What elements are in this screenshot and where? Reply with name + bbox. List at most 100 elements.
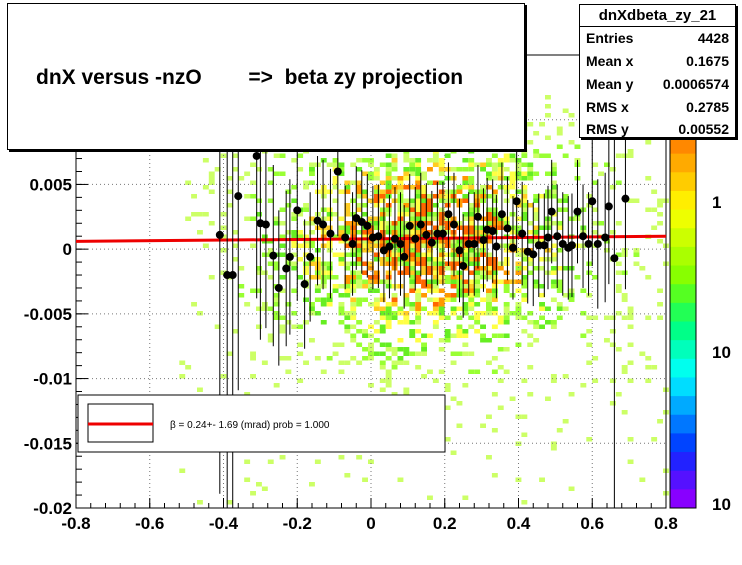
axes: -0.8 -0.6 -0.4 -0.2 0 0.2 0.4 0.6 0.8 -0.02 -0.015… <box>24 54 678 533</box>
heatmap-cell <box>279 329 286 334</box>
colorbar-swatch <box>670 358 696 378</box>
colorbar-swatch <box>670 135 696 155</box>
heatmap-cell <box>279 234 286 239</box>
heatmap-cell <box>403 392 410 397</box>
heatmap-cell <box>432 149 439 154</box>
heatmap-cell <box>474 270 481 275</box>
heatmap-cell <box>491 207 498 212</box>
heatmap-cell <box>427 252 433 257</box>
heatmap-cell <box>356 252 363 257</box>
heatmap-cell <box>621 297 628 302</box>
profile-point <box>341 233 350 242</box>
heatmap-cell <box>415 257 422 262</box>
heatmap-cell <box>527 257 534 262</box>
heatmap-cell <box>627 198 634 203</box>
colorbar-swatch <box>670 265 696 285</box>
heatmap-cell <box>657 198 663 203</box>
heatmap-cell <box>309 243 315 248</box>
heatmap-cell <box>657 221 663 226</box>
heatmap-cell <box>427 234 433 239</box>
heatmap-cell <box>444 189 451 194</box>
heatmap-cell <box>427 257 433 262</box>
heatmap-cell <box>368 275 374 280</box>
heatmap-cell <box>415 176 422 181</box>
heatmap-cell <box>444 293 451 298</box>
heatmap-cell <box>309 338 315 343</box>
heatmap-cell <box>462 194 469 199</box>
heatmap-cell <box>556 288 563 293</box>
colorbar-label: 1 <box>712 193 721 212</box>
heatmap-cell <box>438 221 445 226</box>
heatmap-cell <box>256 324 262 329</box>
heatmap-cell <box>586 261 593 266</box>
heatmap-cell <box>474 311 481 316</box>
heatmap-cell <box>432 284 439 289</box>
heatmap-cell <box>191 212 197 217</box>
heatmap-cell <box>197 230 203 235</box>
heatmap-cell <box>403 315 410 320</box>
heatmap-cell <box>515 167 522 172</box>
heatmap-cell <box>474 288 481 293</box>
heatmap-cell <box>480 338 486 343</box>
heatmap-cell <box>444 239 451 244</box>
heatmap-cell <box>297 257 304 262</box>
heatmap-cell <box>462 167 469 172</box>
heatmap-cell <box>468 351 475 356</box>
colorbar-swatch <box>670 228 696 248</box>
heatmap-cell <box>503 320 510 325</box>
heatmap-cell <box>261 270 268 275</box>
heatmap-cell <box>521 297 528 302</box>
heatmap-cell <box>291 212 298 217</box>
heatmap-cell <box>503 189 510 194</box>
heatmap-cell <box>480 423 486 428</box>
heatmap-cell <box>356 279 363 284</box>
heatmap-cell <box>480 167 486 172</box>
heatmap-cell <box>415 306 422 311</box>
heatmap-cell <box>486 311 492 316</box>
heatmap-cell <box>344 221 351 226</box>
heatmap-cell <box>373 239 380 244</box>
heatmap-cell <box>615 288 622 293</box>
heatmap-cell <box>468 216 475 221</box>
stats-value: 0.00552 <box>678 121 729 137</box>
heatmap-cell <box>362 477 368 482</box>
heatmap-cell <box>320 261 327 266</box>
heatmap-cell <box>267 239 274 244</box>
heatmap-cell <box>261 234 268 239</box>
heatmap-cell <box>344 275 351 280</box>
heatmap-cell <box>621 315 628 320</box>
heatmap-cell <box>444 221 451 226</box>
heatmap-cell <box>421 279 427 284</box>
heatmap-cell <box>444 230 451 235</box>
heatmap-cell <box>598 221 604 226</box>
heatmap-cell <box>409 171 416 176</box>
heatmap-cell <box>556 306 563 311</box>
heatmap-cell <box>639 477 646 482</box>
colorbar-swatch <box>670 302 696 322</box>
heatmap-cell <box>521 185 528 190</box>
heatmap-cell <box>527 221 534 226</box>
heatmap-cell <box>285 261 292 266</box>
heatmap-cell <box>256 288 262 293</box>
heatmap-cell <box>550 180 557 185</box>
heatmap-cell <box>326 207 333 212</box>
heatmap-cell <box>409 261 416 266</box>
heatmap-cell <box>356 284 363 289</box>
heatmap-cell <box>356 257 363 262</box>
heatmap-cell <box>332 252 339 257</box>
heatmap-cell <box>362 248 368 253</box>
heatmap-cell <box>362 230 368 235</box>
heatmap-cell <box>533 266 540 271</box>
heatmap-cell <box>320 230 327 235</box>
heatmap-cell <box>285 369 292 374</box>
x-tick-label: -0.8 <box>61 514 90 533</box>
heatmap-cell <box>368 230 374 235</box>
heatmap-cell <box>415 180 422 185</box>
heatmap-cell <box>533 338 540 343</box>
heatmap-cell <box>379 315 386 320</box>
heatmap-cell <box>480 311 486 316</box>
heatmap-cell <box>385 221 392 226</box>
heatmap-cell <box>462 329 469 334</box>
heatmap-cell <box>515 252 522 257</box>
heatmap-cell <box>550 266 557 271</box>
